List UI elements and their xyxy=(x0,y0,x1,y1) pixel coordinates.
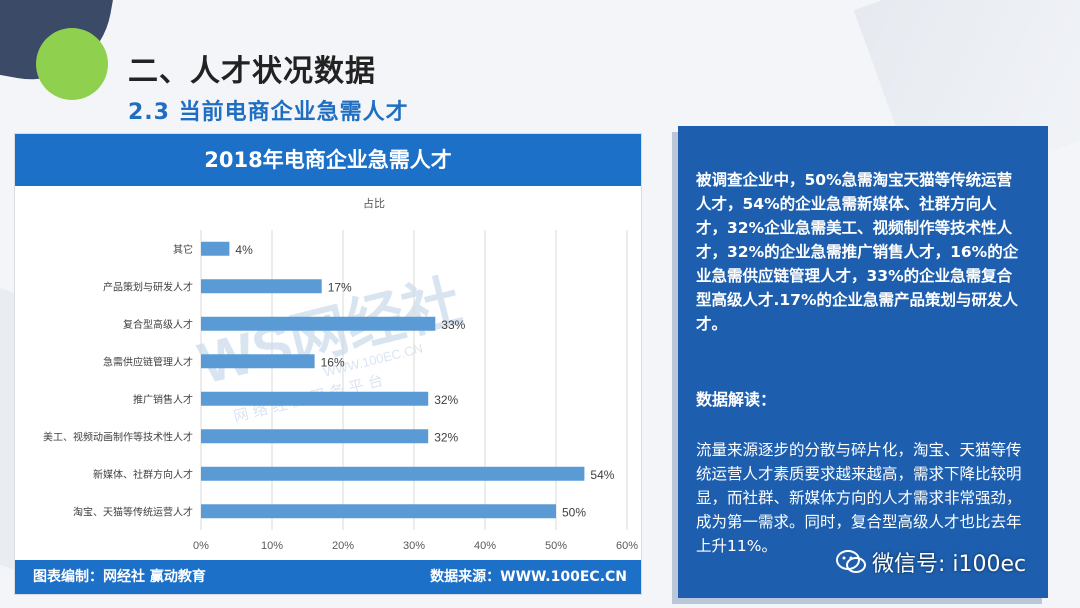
bar xyxy=(201,241,230,256)
chart-panel: 2018年电商企业急需人才 WS网经社 WWW.100EC.CN 网 络 经 济… xyxy=(14,133,642,595)
data-label: 17% xyxy=(328,280,352,294)
chart-title: 占比 xyxy=(363,196,385,210)
analysis-text: 流量来源逐步的分散与碎片化，淘宝、天猫等传统运营人才素质要求越来越高，需求下降比… xyxy=(696,441,1022,555)
x-tick-label: 30% xyxy=(403,540,425,552)
bar xyxy=(201,316,436,331)
data-label: 32% xyxy=(434,393,458,407)
category-label: 急需供应链管理人才 xyxy=(103,355,193,368)
data-label: 50% xyxy=(562,505,586,519)
bar xyxy=(201,504,556,519)
category-label: 推广销售人才 xyxy=(133,393,193,406)
analysis-heading: 数据解读： xyxy=(696,390,777,409)
data-label: 16% xyxy=(321,355,345,369)
chart-footer: 图表编制：网经社 赢动教育 数据来源：WWW.100EC.CN xyxy=(15,560,641,594)
section-subtitle: 2.3 当前电商企业急需人才 xyxy=(128,100,409,125)
category-label: 复合型高级人才 xyxy=(123,318,193,331)
data-label: 32% xyxy=(434,430,458,444)
text-panel: 被调查企业中，50%急需淘宝天猫等传统运营人才，54%的企业急需新媒体、社群方向… xyxy=(678,126,1048,598)
data-label: 33% xyxy=(441,318,465,332)
x-tick-label: 40% xyxy=(474,540,496,552)
category-label: 其它 xyxy=(173,243,193,256)
bar xyxy=(201,354,315,369)
bar xyxy=(201,429,429,444)
bar xyxy=(201,466,585,481)
chart-credit: 图表编制：网经社 赢动教育 xyxy=(33,569,206,585)
x-tick-label: 60% xyxy=(616,540,638,552)
category-label: 产品策划与研发人才 xyxy=(103,280,193,293)
data-label: 4% xyxy=(235,243,253,257)
x-tick-label: 20% xyxy=(332,540,354,552)
category-label: 美工、视频动画制作等技术性人才 xyxy=(43,430,193,443)
page-title: 二、人才状况数据 xyxy=(128,54,376,89)
chart-header: 2018年电商企业急需人才 xyxy=(15,134,641,186)
bar-chart: WS网经社 WWW.100EC.CN 网 络 经 济 服 务 平 台 占比0%1… xyxy=(43,196,638,552)
bar xyxy=(201,391,429,406)
decorative-circle xyxy=(36,28,108,100)
x-tick-label: 50% xyxy=(545,540,567,552)
chart-source: 数据来源：WWW.100EC.CN xyxy=(430,569,627,585)
wechat-id: 微信号: i100ec xyxy=(872,552,1027,577)
wechat-icon xyxy=(836,550,866,573)
bar xyxy=(201,279,322,294)
category-label: 淘宝、天猫等传统运营人才 xyxy=(73,505,193,518)
x-tick-label: 0% xyxy=(193,540,209,552)
wechat-watermark: 微信号: i100ec xyxy=(836,544,1026,580)
x-tick-label: 10% xyxy=(261,540,283,552)
survey-summary: 被调查企业中，50%急需淘宝天猫等传统运营人才，54%的企业急需新媒体、社群方向… xyxy=(696,171,1019,333)
category-label: 新媒体、社群方向人才 xyxy=(93,468,193,481)
data-label: 54% xyxy=(590,468,614,482)
